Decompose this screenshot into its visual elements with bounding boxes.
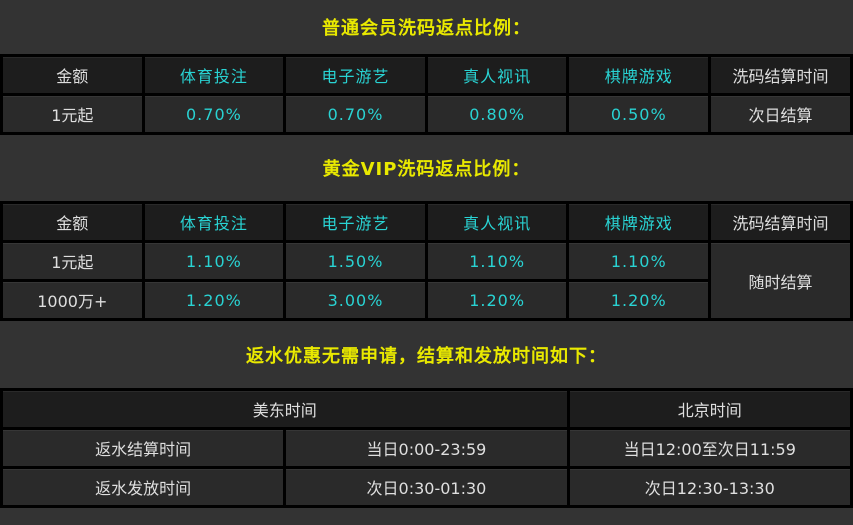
col-header-settle-time: 洗码结算时间 — [708, 201, 853, 243]
cell-sports-rate: 1.20% — [141, 279, 287, 321]
cell-board-rate: 1.10% — [566, 240, 712, 282]
cell-amount: 1元起 — [0, 240, 145, 282]
cell-egames-rate: 0.70% — [283, 93, 428, 135]
col-header-live-casino: 真人视讯 — [424, 201, 570, 243]
section-title-payout-times: 返水优惠无需申请，结算和发放时间如下： — [246, 345, 607, 367]
table-header-row: 金额 体育投注 电子游艺 真人视讯 棋牌游戏 洗码结算时间 — [0, 54, 853, 96]
col-header-us-east-time: 美东时间 — [0, 388, 570, 430]
table-row: 1元起 0.70% 0.70% 0.80% 0.50% 次日结算 — [0, 93, 853, 135]
section-title-gold-vip: 黄金VIP洗码返点比例： — [322, 159, 531, 180]
table-header-row: 美东时间 北京时间 — [0, 388, 853, 430]
cell-settle-time: 次日结算 — [708, 93, 853, 135]
col-header-board-games: 棋牌游戏 — [566, 201, 712, 243]
cell-board-rate: 1.20% — [566, 279, 712, 321]
cell-live-rate: 1.20% — [424, 279, 570, 321]
col-header-live-casino: 真人视讯 — [424, 54, 570, 96]
cell-live-rate: 0.80% — [424, 93, 570, 135]
cell-amount: 1000万+ — [0, 279, 145, 321]
col-header-egames: 电子游艺 — [283, 54, 428, 96]
section-title-normal-member: 普通会员洗码返点比例： — [322, 18, 531, 39]
table-row: 返水结算时间 当日0:00-23:59 当日12:00至次日11:59 — [0, 427, 853, 469]
cell-board-rate: 0.50% — [566, 93, 712, 135]
table-row: 返水发放时间 次日0:30-01:30 次日12:30-13:30 — [0, 466, 853, 508]
cell-beijing-time: 次日12:30-13:30 — [566, 466, 853, 508]
cell-settle-time: 随时结算 — [708, 240, 853, 321]
cell-beijing-time: 当日12:00至次日11:59 — [566, 427, 853, 469]
table-row: 1000万+ 1.20% 3.00% 1.20% 1.20% — [0, 279, 852, 321]
col-header-sports: 体育投注 — [141, 54, 287, 96]
table-header-row: 金额 体育投注 电子游艺 真人视讯 棋牌游戏 洗码结算时间 — [0, 201, 853, 243]
col-header-amount: 金额 — [0, 201, 145, 243]
table-row: 1元起 1.10% 1.50% 1.10% 1.10% 随时结算 — [0, 240, 853, 321]
cell-amount: 1元起 — [0, 93, 145, 135]
cell-us-east-time: 当日0:00-23:59 — [283, 427, 570, 469]
col-header-settle-time: 洗码结算时间 — [708, 54, 853, 96]
cell-sports-rate: 0.70% — [141, 93, 287, 135]
payout-times-table: 美东时间 北京时间 返水结算时间 当日0:00-23:59 当日12:00至次日… — [0, 388, 853, 508]
col-header-beijing-time: 北京时间 — [566, 388, 853, 430]
cell-live-rate: 1.10% — [424, 240, 570, 282]
cell-row-label: 返水发放时间 — [0, 466, 287, 508]
col-header-sports: 体育投注 — [141, 201, 287, 243]
cell-egames-rate: 3.00% — [283, 279, 428, 321]
normal-member-rebate-table: 金额 体育投注 电子游艺 真人视讯 棋牌游戏 洗码结算时间 1元起 0.70% … — [0, 54, 853, 135]
col-header-egames: 电子游艺 — [283, 201, 428, 243]
col-header-board-games: 棋牌游戏 — [566, 54, 712, 96]
cell-row-label: 返水结算时间 — [0, 427, 287, 469]
cell-us-east-time: 次日0:30-01:30 — [283, 466, 570, 508]
cell-egames-rate: 1.50% — [283, 240, 428, 282]
gold-vip-rebate-table: 金额 体育投注 电子游艺 真人视讯 棋牌游戏 洗码结算时间 1元起 1.10% … — [0, 201, 853, 321]
col-header-amount: 金额 — [0, 54, 145, 96]
cell-sports-rate: 1.10% — [141, 240, 287, 282]
